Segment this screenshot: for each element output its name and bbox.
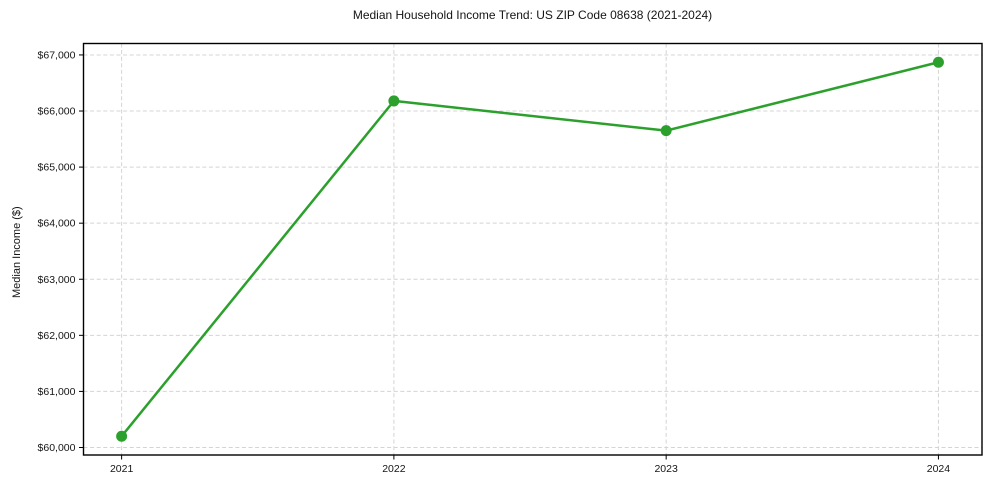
y-axis-tick-label: $60,000: [38, 442, 76, 454]
trend-line: [120, 60, 940, 438]
y-axis-tick-label: $61,000: [38, 386, 76, 398]
y-axis-tick-label: $64,000: [38, 218, 76, 230]
data-point-marker: [932, 56, 944, 68]
y-axis-tick-label: $66,000: [38, 106, 76, 118]
x-axis-tick-label: 2022: [382, 463, 406, 475]
y-axis-tick-label: $63,000: [38, 274, 76, 286]
data-point-marker: [660, 125, 672, 137]
data-point-marker: [388, 95, 400, 107]
y-axis-tick-label: $62,000: [38, 330, 76, 342]
plot-border: [82, 42, 983, 456]
x-axis-tick-label: 2024: [927, 463, 951, 475]
x-axis-tick-label: 2021: [110, 463, 134, 475]
y-axis-tick-label: $67,000: [38, 49, 76, 61]
y-axis-tick-label: $65,000: [38, 162, 76, 174]
chart-title: Median Household Income Trend: US ZIP Co…: [352, 8, 713, 22]
data-point-marker: [116, 430, 128, 442]
x-axis-tick-label: 2023: [654, 463, 678, 475]
